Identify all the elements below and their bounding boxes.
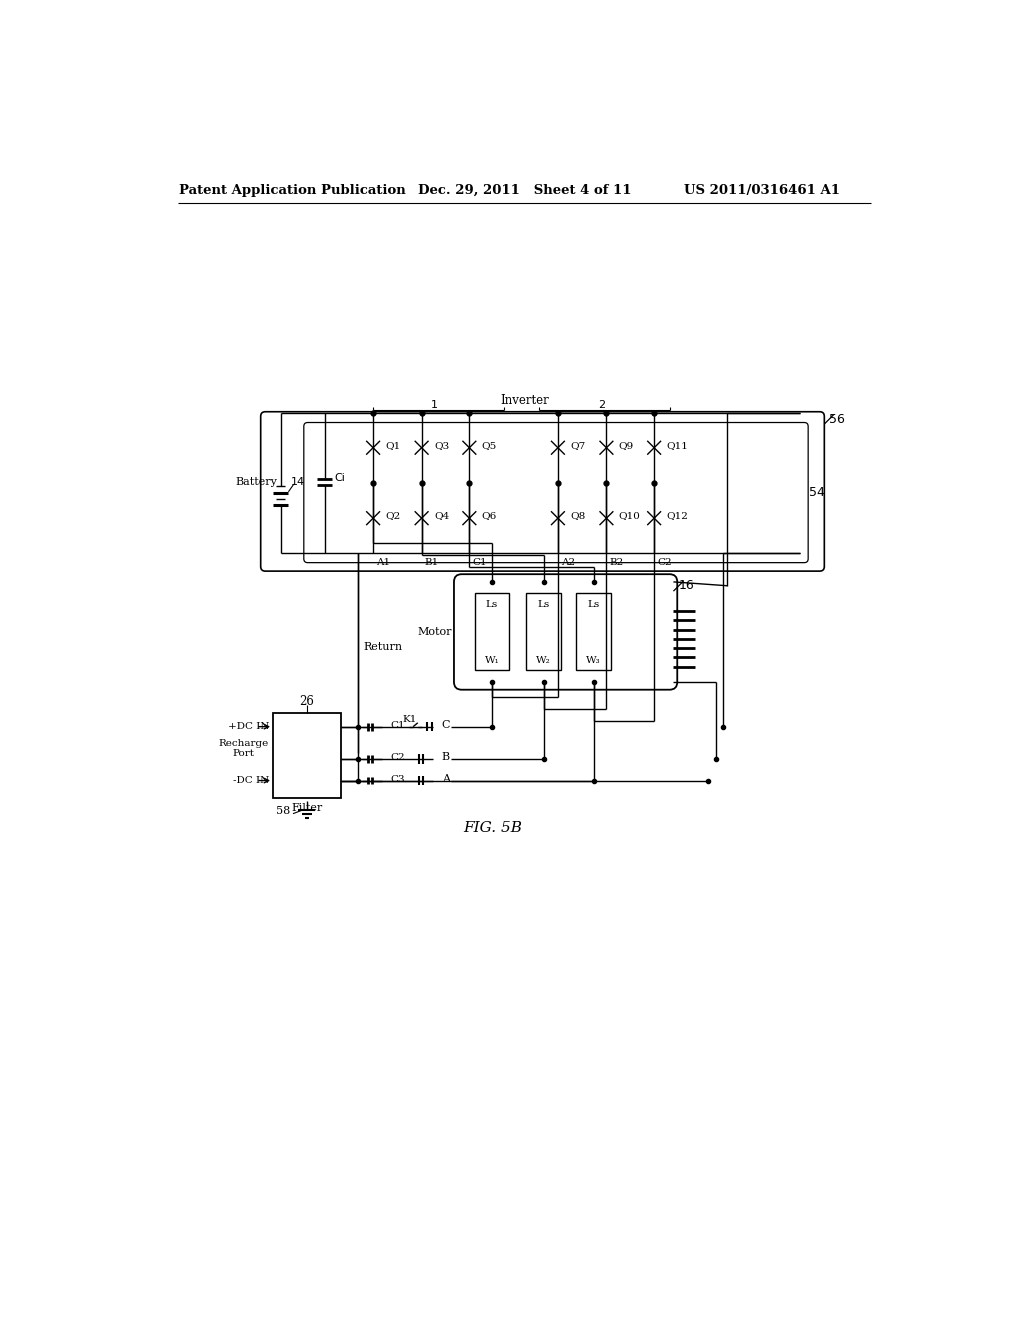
Text: Q6: Q6 — [481, 511, 497, 520]
Text: Q12: Q12 — [667, 511, 688, 520]
Text: 58: 58 — [275, 807, 290, 816]
Text: US 2011/0316461 A1: US 2011/0316461 A1 — [684, 185, 840, 197]
Text: Q5: Q5 — [481, 441, 497, 450]
Text: Recharge: Recharge — [219, 739, 269, 748]
Text: B: B — [441, 752, 450, 763]
Text: Ls: Ls — [538, 599, 550, 609]
Bar — [577, 594, 611, 671]
Text: Filter: Filter — [291, 803, 323, 813]
Text: 54: 54 — [809, 486, 824, 499]
Text: Port: Port — [232, 750, 255, 758]
Text: Q3: Q3 — [434, 441, 450, 450]
Text: Q7: Q7 — [570, 441, 586, 450]
Text: 56: 56 — [828, 413, 845, 426]
Text: A2: A2 — [561, 558, 575, 568]
Text: C2: C2 — [657, 558, 672, 568]
Text: 16: 16 — [679, 579, 694, 593]
Text: -DC IN: -DC IN — [232, 776, 269, 785]
Text: C3: C3 — [390, 775, 404, 784]
Text: Q4: Q4 — [434, 511, 450, 520]
Text: Dec. 29, 2011   Sheet 4 of 11: Dec. 29, 2011 Sheet 4 of 11 — [418, 185, 632, 197]
Text: Battery: Battery — [236, 477, 278, 487]
Bar — [526, 594, 561, 671]
Text: B1: B1 — [425, 558, 439, 568]
Text: W₁: W₁ — [484, 656, 500, 665]
Text: A1: A1 — [376, 558, 390, 568]
Text: Q2: Q2 — [385, 511, 400, 520]
Text: Q10: Q10 — [618, 511, 641, 520]
Text: Inverter: Inverter — [501, 395, 549, 408]
Bar — [475, 594, 509, 671]
Text: Return: Return — [364, 643, 403, 652]
Bar — [273, 713, 341, 797]
Text: FIG. 5B: FIG. 5B — [463, 821, 522, 836]
Text: W₂: W₂ — [537, 656, 551, 665]
Text: 14: 14 — [291, 477, 305, 487]
Text: B2: B2 — [609, 558, 624, 568]
Text: A: A — [441, 774, 450, 784]
Text: C: C — [441, 721, 451, 730]
Text: Ci: Ci — [335, 473, 345, 483]
Text: 26: 26 — [299, 694, 314, 708]
Text: Motor: Motor — [418, 627, 453, 638]
Text: 1: 1 — [431, 400, 438, 409]
Text: +DC IN: +DC IN — [227, 722, 269, 731]
Text: Q11: Q11 — [667, 441, 688, 450]
Text: 2: 2 — [598, 400, 605, 409]
Text: Ls: Ls — [588, 599, 600, 609]
Text: C1: C1 — [472, 558, 487, 568]
Text: C1: C1 — [390, 721, 404, 730]
Text: Q1: Q1 — [385, 441, 400, 450]
Text: C2: C2 — [390, 752, 404, 762]
Text: Patent Application Publication: Patent Application Publication — [179, 185, 406, 197]
Text: K1: K1 — [402, 715, 417, 725]
Text: Q8: Q8 — [570, 511, 586, 520]
Text: Q9: Q9 — [618, 441, 634, 450]
Text: Ls: Ls — [486, 599, 499, 609]
Text: W₃: W₃ — [587, 656, 601, 665]
